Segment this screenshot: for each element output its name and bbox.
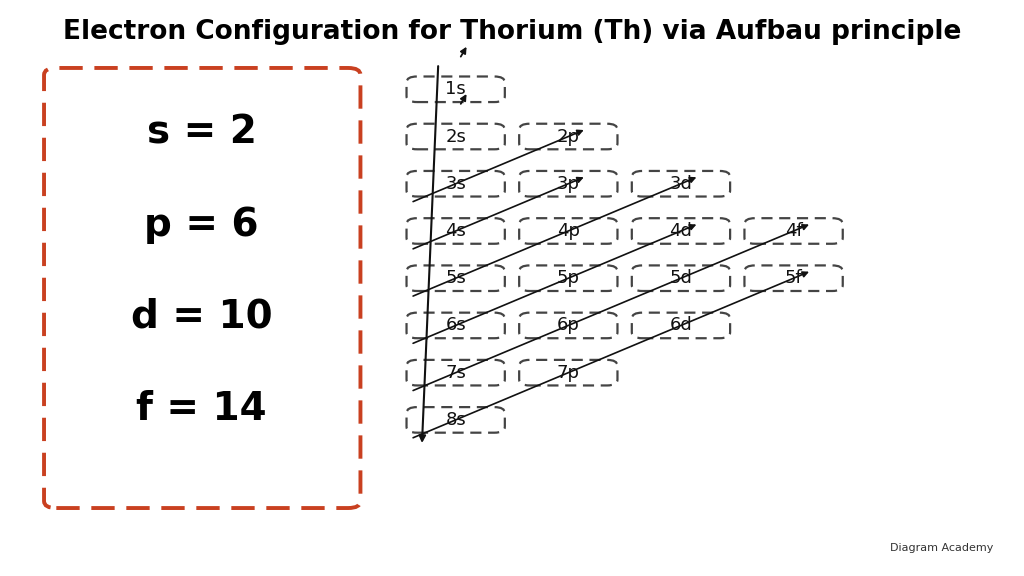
Text: 6p: 6p <box>557 316 580 335</box>
Text: 7s: 7s <box>445 363 466 382</box>
Text: 5p: 5p <box>557 269 580 287</box>
Text: 1s: 1s <box>445 80 466 98</box>
Text: 6d: 6d <box>670 316 692 335</box>
Text: 4p: 4p <box>557 222 580 240</box>
Text: 4s: 4s <box>445 222 466 240</box>
Text: 7p: 7p <box>557 363 580 382</box>
Text: 2p: 2p <box>557 127 580 146</box>
Text: 5d: 5d <box>670 269 692 287</box>
Text: 2s: 2s <box>445 127 466 146</box>
Text: 6s: 6s <box>445 316 466 335</box>
Text: 3d: 3d <box>670 175 692 193</box>
Text: Diagram Academy: Diagram Academy <box>890 543 993 553</box>
Text: f = 14: f = 14 <box>136 390 267 428</box>
Text: 4f: 4f <box>784 222 803 240</box>
Text: Electron Configuration for Thorium (Th) via Aufbau principle: Electron Configuration for Thorium (Th) … <box>62 18 962 45</box>
Text: 4d: 4d <box>670 222 692 240</box>
FancyBboxPatch shape <box>44 68 360 508</box>
Text: 3s: 3s <box>445 175 466 193</box>
Text: 5f: 5f <box>784 269 803 287</box>
Text: s = 2: s = 2 <box>146 113 257 151</box>
Text: 5s: 5s <box>445 269 466 287</box>
Text: p = 6: p = 6 <box>144 206 259 244</box>
Text: 3p: 3p <box>557 175 580 193</box>
Text: d = 10: d = 10 <box>131 298 272 336</box>
Text: 8s: 8s <box>445 411 466 429</box>
